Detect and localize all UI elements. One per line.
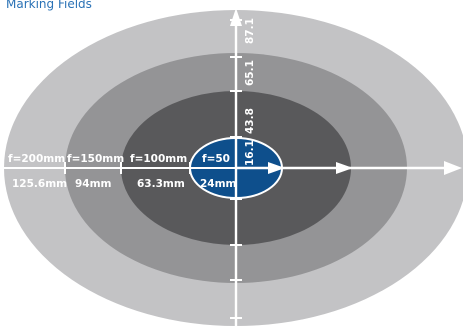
width-label-63-3: 63.3mm	[137, 178, 185, 190]
width-label-125-6: 125.6mm	[12, 178, 67, 190]
arrowhead-f50	[268, 162, 285, 174]
focal-label-f100: f=100mm	[130, 153, 187, 165]
focal-label-f200: f=200mm	[8, 153, 65, 165]
arrowhead-f200	[444, 161, 462, 175]
height-label-65-1: 65.1	[244, 60, 256, 86]
diagram-title: Marking Fields	[6, 0, 92, 11]
vertical-arrowhead	[230, 8, 242, 26]
focal-label-f50: f=50	[202, 153, 230, 165]
width-label-24: 24mm	[200, 178, 237, 190]
height-label-16-1: 16.1	[244, 140, 256, 166]
height-label-87-1: 87.1	[244, 18, 256, 44]
width-label-94: 94mm	[75, 178, 112, 190]
arrowhead-f100	[336, 162, 353, 174]
focal-label-f150: f=150mm	[67, 153, 124, 165]
height-label-43-8: 43.8	[244, 108, 256, 134]
